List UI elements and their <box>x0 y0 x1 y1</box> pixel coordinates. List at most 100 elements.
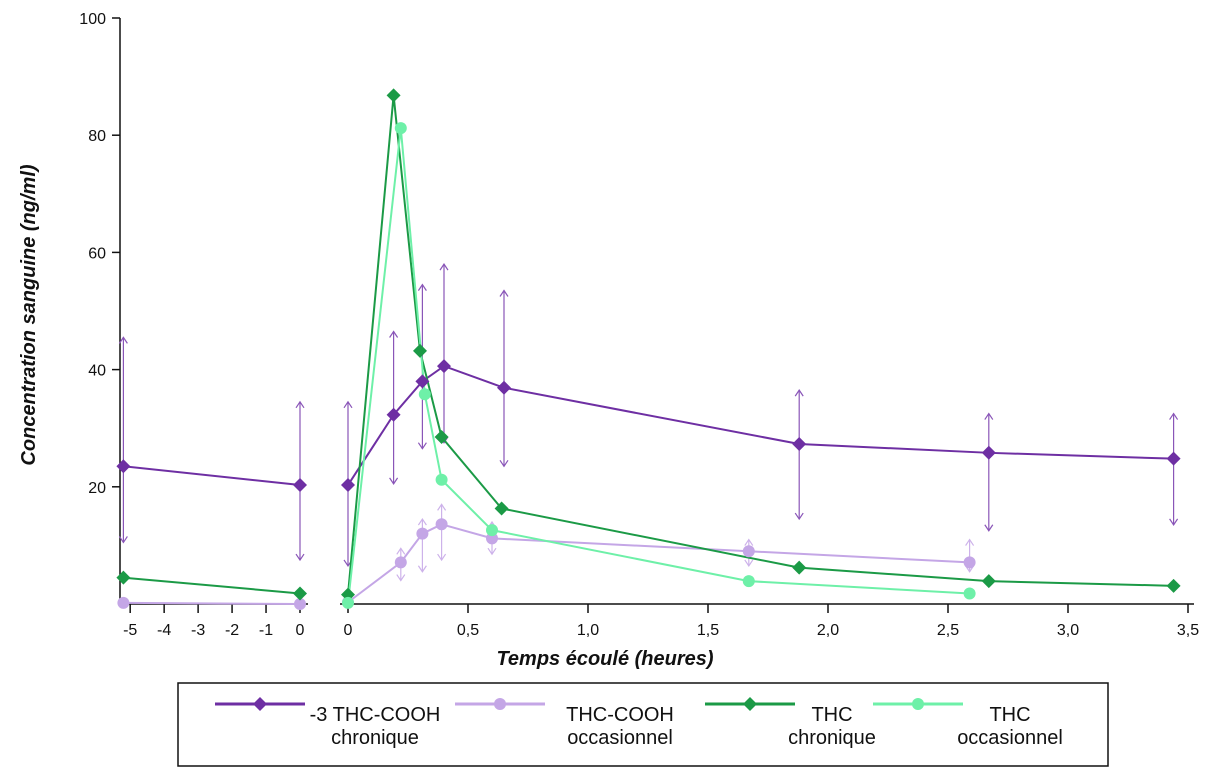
error-bar-cap-top <box>744 538 754 546</box>
error-bar-cap-bottom <box>295 553 305 562</box>
data-point-series-3 <box>1166 578 1181 593</box>
x-tick-label-left: -3 <box>191 622 205 639</box>
x-tick-label-left: -4 <box>157 622 171 639</box>
series-line-1-right <box>347 364 1174 486</box>
x-tick-label-right: 3,0 <box>1057 622 1079 639</box>
data-point-series-1 <box>792 437 807 452</box>
x-tick-label-right: 0 <box>344 622 353 639</box>
x-tick-label-right: 1,0 <box>577 622 599 639</box>
y-tick-label: 60 <box>88 245 106 262</box>
error-bar-cap-top <box>437 503 447 511</box>
y-tick-label: 100 <box>79 11 106 28</box>
data-point-series-1 <box>437 359 451 374</box>
x-axis-title: Temps écoulé (heures) <box>496 648 713 670</box>
data-point-series-2 <box>394 556 407 569</box>
x-tick-label-left: -2 <box>225 622 239 639</box>
series-line-1-left <box>123 465 301 487</box>
data-point-series-1 <box>981 445 996 460</box>
legend-swatch-marker <box>743 697 757 711</box>
data-point-series-4 <box>486 524 498 537</box>
error-bar-cap-bottom <box>417 442 427 450</box>
y-tick-label: 20 <box>88 480 106 497</box>
data-point-series-3 <box>792 560 807 575</box>
legend-swatch-marker <box>912 698 924 710</box>
x-tick-label-left: -5 <box>123 622 137 639</box>
error-bar-cap-bottom <box>437 553 447 562</box>
y-tick-label: 80 <box>88 128 106 145</box>
error-bar-cap-top <box>295 400 305 409</box>
error-bar-cap-bottom <box>499 459 509 468</box>
data-point-series-2 <box>963 556 976 569</box>
data-point-series-3 <box>293 586 307 601</box>
error-bar-cap-top <box>118 336 128 344</box>
error-bars <box>118 263 1179 582</box>
error-bar-cap-top <box>439 263 449 271</box>
error-bar-cap-bottom <box>389 477 399 485</box>
data-point-series-2 <box>742 545 755 558</box>
legend-label-line1: -3 THC-COOH <box>310 704 441 726</box>
error-bar-cap-bottom <box>417 565 427 573</box>
data-point-series-2 <box>117 596 130 609</box>
error-bar-cap-top <box>396 547 406 555</box>
data-point-series-3 <box>413 343 427 358</box>
data-point-series-4 <box>342 596 354 609</box>
y-axis-title: Concentration sanguine (ng/ml) <box>18 164 40 465</box>
y-tick-label: 40 <box>88 363 106 380</box>
error-bar-cap-bottom <box>1169 518 1179 526</box>
error-bar-cap-top <box>417 517 427 526</box>
legend-label-line1: THC <box>989 704 1030 726</box>
data-point-series-1 <box>1166 451 1181 466</box>
error-bar-cap-top <box>389 330 399 338</box>
data-point-series-3 <box>434 429 449 444</box>
axes: 20 40 60 80 100 -5 -4 -3 -2 -1 0 0 0,5 1,0 1,5 2,0 2,5 3,… <box>79 11 1199 639</box>
series-line-3-right <box>347 95 1174 595</box>
data-point-series-2 <box>416 527 429 540</box>
x-tick-label-right: 0,5 <box>457 622 479 639</box>
x-tick-label-right: 2,0 <box>817 622 839 639</box>
error-bar-cap-bottom <box>118 536 128 544</box>
error-bar-cap-bottom <box>487 547 497 556</box>
legend-label-line1: THC-COOH <box>566 704 674 726</box>
data-point-series-2 <box>435 518 448 531</box>
error-bar-cap-bottom <box>794 512 804 521</box>
legend: -3 THC-COOHchroniqueTHC-COOHoccasionnelT… <box>177 682 1109 767</box>
data-point-series-2 <box>486 532 498 545</box>
error-bar-cap-bottom <box>965 565 975 573</box>
x-tick-label-left: 0 <box>296 622 305 639</box>
series-line-3-left <box>123 576 301 595</box>
data-point-series-4 <box>435 473 448 486</box>
data-point-series-1 <box>497 380 511 395</box>
legend-swatch-marker <box>494 698 506 710</box>
data-point-series-3 <box>116 570 131 585</box>
data-point-series-3 <box>386 88 401 103</box>
error-bar-cap-top <box>794 389 804 397</box>
data-point-series-1 <box>415 374 430 389</box>
x-tick-label-right: 2,5 <box>937 622 959 639</box>
series-lines <box>123 95 1174 605</box>
data-point-series-1 <box>341 478 355 493</box>
legend-box <box>177 682 1109 767</box>
error-bar-cap-bottom <box>396 574 406 582</box>
data-point-series-1 <box>386 407 401 422</box>
error-bar-cap-top <box>984 412 994 420</box>
error-bar-cap-top <box>499 289 509 297</box>
legend-label-line2: chronique <box>788 727 876 749</box>
error-bar-cap-top <box>965 538 975 546</box>
legend-label-line2: chronique <box>331 727 419 749</box>
x-tick-label-left: -1 <box>259 622 273 639</box>
data-point-series-2 <box>294 598 306 610</box>
data-point-series-4 <box>418 388 431 401</box>
error-bar-cap-top <box>417 283 427 291</box>
x-tick-label-right: 3,5 <box>1177 622 1199 639</box>
error-bar-cap-bottom <box>984 524 994 532</box>
data-point-series-4 <box>742 575 755 588</box>
data-point-series-4 <box>394 122 407 135</box>
legend-label-line1: THC <box>811 704 852 726</box>
error-bar-cap-bottom <box>744 559 754 567</box>
data-point-series-3 <box>494 501 509 516</box>
error-bar-cap-top <box>343 400 353 409</box>
error-bar-cap-top <box>1169 412 1179 420</box>
series-markers <box>116 88 1181 610</box>
data-point-series-1 <box>293 478 307 493</box>
